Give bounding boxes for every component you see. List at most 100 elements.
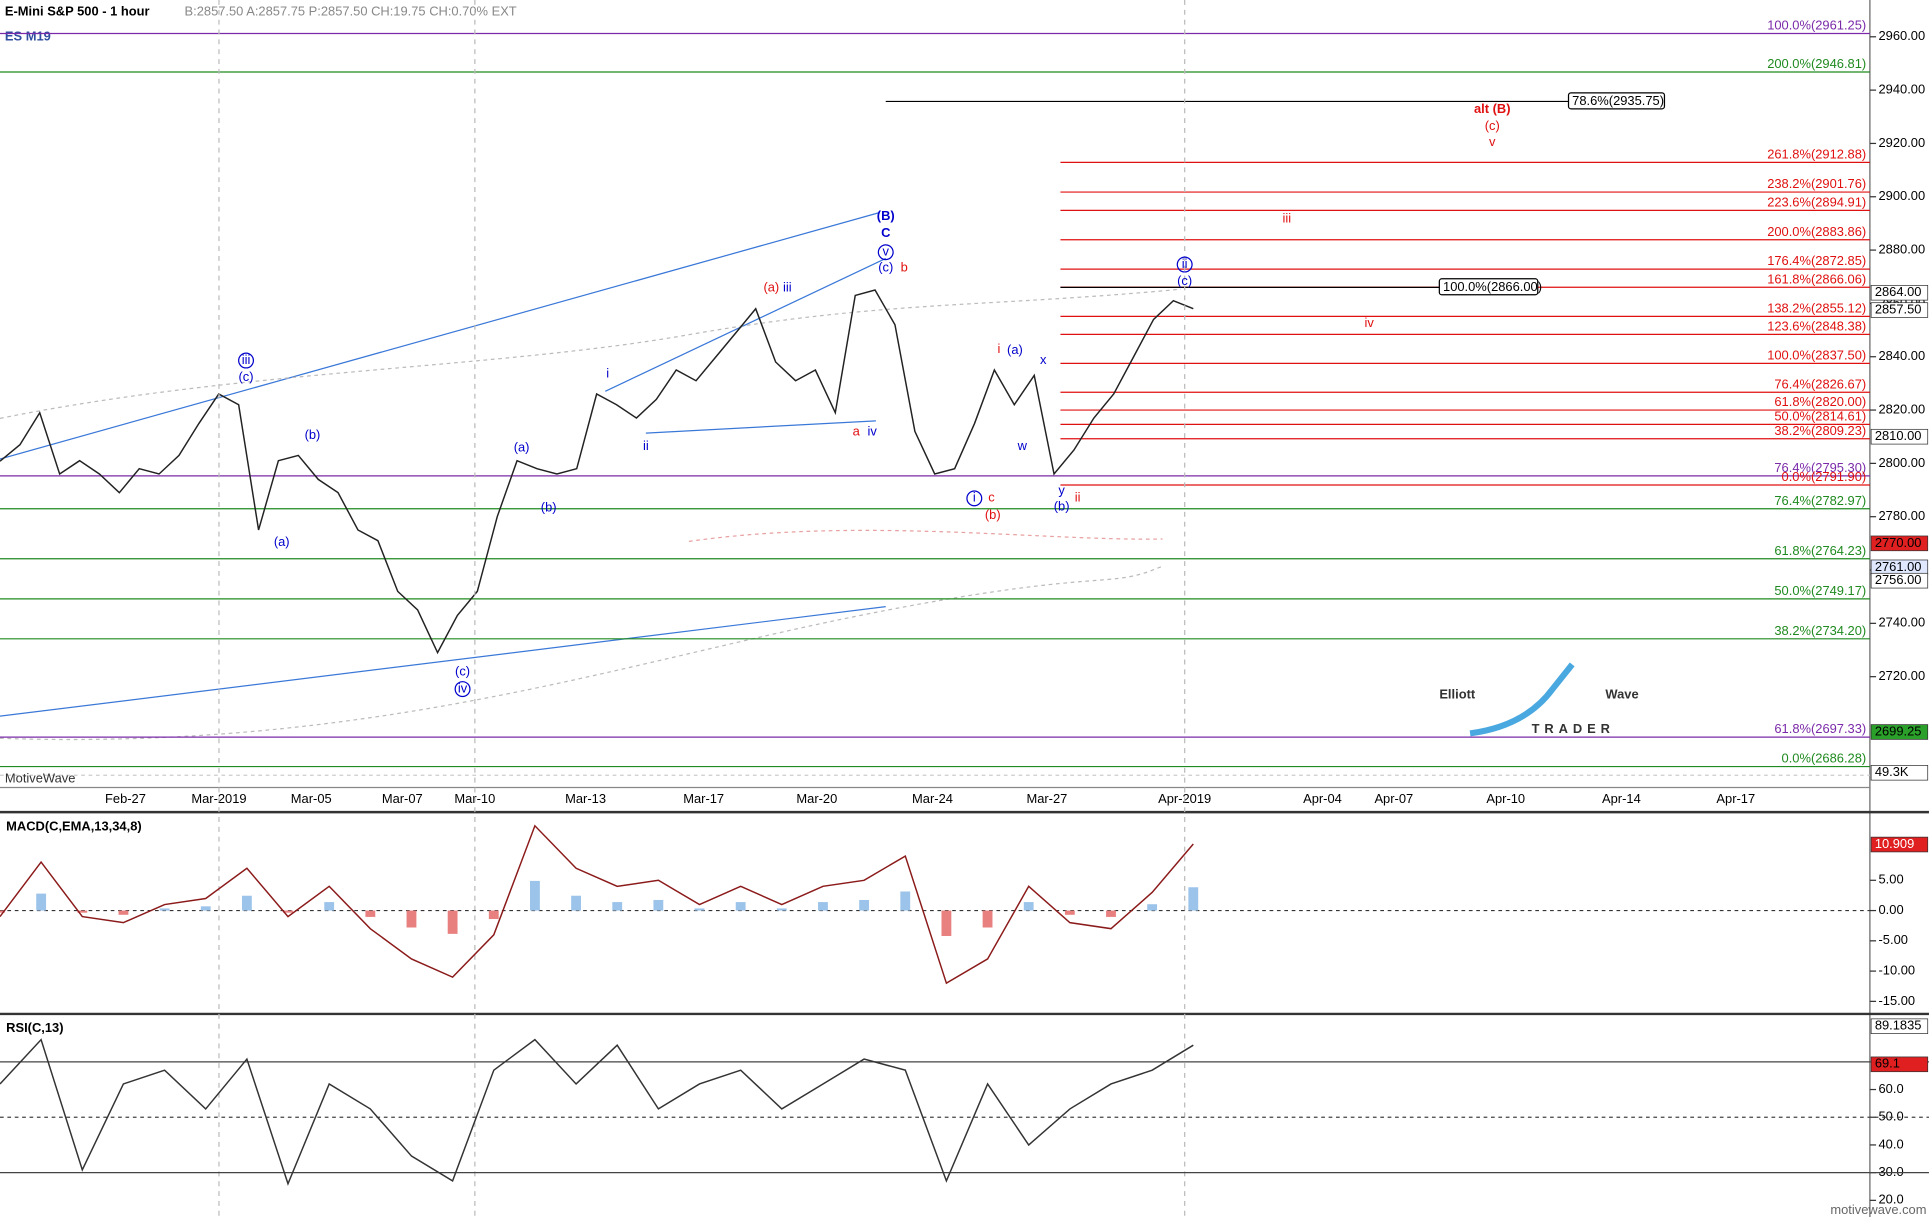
wave-label: iii [1282,210,1291,225]
wave-label: iv [458,680,468,695]
fib-label: 176.4%(2872.85) [1767,253,1866,268]
histogram-bar [776,908,787,911]
histogram-bar [859,899,870,911]
x-tick-label: Mar-24 [912,791,953,806]
wave-label: (b) [305,427,321,442]
price-flag-box [1870,284,1929,301]
histogram-bar [365,910,376,917]
fib-label: 123.6%(2848.38) [1767,318,1866,333]
price-flag: 2770.00 [1875,535,1922,550]
price-line [0,289,1194,655]
wave-circle [454,681,471,698]
histogram-bar [159,908,170,911]
y-tick-label: 40.0 [1879,1136,1904,1151]
macd-line [0,824,1194,985]
price-flag: 2699.25 [1875,723,1922,738]
price-flag: 2761.00 [1875,559,1922,574]
wave-label: ii [1075,490,1081,505]
fib-label: 38.2%(2809.23) [1774,423,1866,438]
wave-label: v [883,244,890,259]
fib-label: 76.4%(2782.97) [1774,493,1866,508]
y-tick-label: 2960.00 [1879,28,1926,43]
wave-label: c [988,490,995,505]
fib-label: 138.2%(2855.12) [1767,300,1866,315]
logo-text: TRADER [1532,721,1615,736]
wave-label: (c) [1177,273,1192,288]
y-tick-label: 2900.00 [1879,188,1926,203]
volume-flag: 49.3K [1875,764,1909,779]
fib-label: 100.0%(2866.00) [1443,279,1542,294]
fib-label: 223.6%(2894.91) [1767,194,1866,209]
wave-label: alt (B) [1474,101,1511,116]
x-tick-label: Mar-05 [291,791,332,806]
wave-circle [877,244,894,261]
y-tick-label: 2800.00 [1879,455,1926,470]
fib-label: 200.0%(2883.86) [1767,224,1866,239]
y-tick-label: -15.00 [1879,993,1916,1008]
wave-label: (B) [877,208,895,223]
wave-label: a [853,423,861,438]
x-tick-label: Apr-04 [1303,791,1342,806]
x-tick-label: Mar-27 [1026,791,1067,806]
wave-label: b [901,260,908,275]
quote: B:2857.50 A:2857.75 P:2857.50 CH:19.75 C… [185,4,517,19]
fib-label: 38.2%(2734.20) [1774,623,1866,638]
trend-lines [0,212,887,717]
wave-label: x [1040,352,1047,367]
fib-label: 50.0%(2749.17) [1774,583,1866,598]
y-tick-label: 60.0 [1879,1081,1904,1096]
pane-title: RSI(C,13) [6,1020,63,1035]
y-tick-label: 2940.00 [1879,82,1926,97]
moving-averages [0,288,1182,741]
platform: MotiveWave [5,770,76,785]
wave-label: v [1489,134,1496,149]
footer: motivewave.com [1830,1202,1926,1217]
wave-label: y [1058,482,1065,497]
wave-label: (a) [514,439,530,454]
price-flag-box [1870,302,1929,318]
wave-label: (c) [878,260,893,275]
x-tick-label: Feb-27 [105,791,146,806]
y-tick-label: 2780.00 [1879,508,1926,523]
histogram-bar [1147,904,1158,911]
x-tick-label: Apr-07 [1374,791,1413,806]
price-flag-box [1870,535,1929,552]
price-flag-box [1870,428,1929,445]
value-flag-box [1870,1018,1929,1034]
wave-label: i [997,341,1000,356]
histogram-bar [530,880,540,911]
price-flag: 2756.00 [1875,572,1922,587]
fib-label-box [1438,278,1539,296]
y-tick-label: 2740.00 [1879,615,1926,630]
histogram-bar [36,893,47,911]
logo-text: Wave [1605,687,1638,702]
wave-label: (b) [985,507,1001,522]
wave-circle [1176,256,1193,273]
x-tick-label: Apr-14 [1602,791,1641,806]
fib-label: 200.0%(2946.81) [1767,56,1866,71]
histogram-bar [653,899,664,911]
histogram-bar [1106,910,1116,917]
wave-label: (a) [1007,342,1023,357]
wave-label: iv [1365,315,1375,330]
fib-label: 100.0%(2961.25) [1767,17,1866,32]
wave-label: ii [643,438,649,453]
fib-label: 61.8%(2697.33) [1774,721,1866,736]
wave-circle [966,490,983,507]
value-flag-box [1870,836,1929,853]
contract: ES M19 [5,28,51,43]
fib-label: 76.4%(2795.30) [1774,460,1866,475]
y-tick-label: 5.00 [1879,872,1904,887]
fib-label-box [1567,92,1666,110]
histogram-bar [941,910,952,936]
wave-label: (a) [274,534,290,549]
wave-label: C [881,225,890,240]
histogram-bar [612,902,623,911]
x-tick-label: Apr-17 [1716,791,1755,806]
histogram-bar [571,895,581,911]
histogram-bar [447,910,458,934]
histogram-bar [818,902,828,911]
fib-label: 0.0%(2791.90) [1782,469,1867,484]
logo: Elliott Wave TRADER [1439,662,1639,737]
fib-label: 238.2%(2901.76) [1767,176,1866,191]
